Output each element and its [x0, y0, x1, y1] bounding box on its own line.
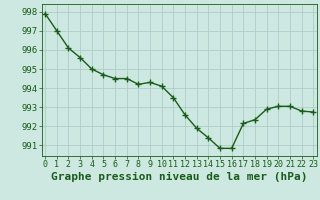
- X-axis label: Graphe pression niveau de la mer (hPa): Graphe pression niveau de la mer (hPa): [51, 172, 308, 182]
